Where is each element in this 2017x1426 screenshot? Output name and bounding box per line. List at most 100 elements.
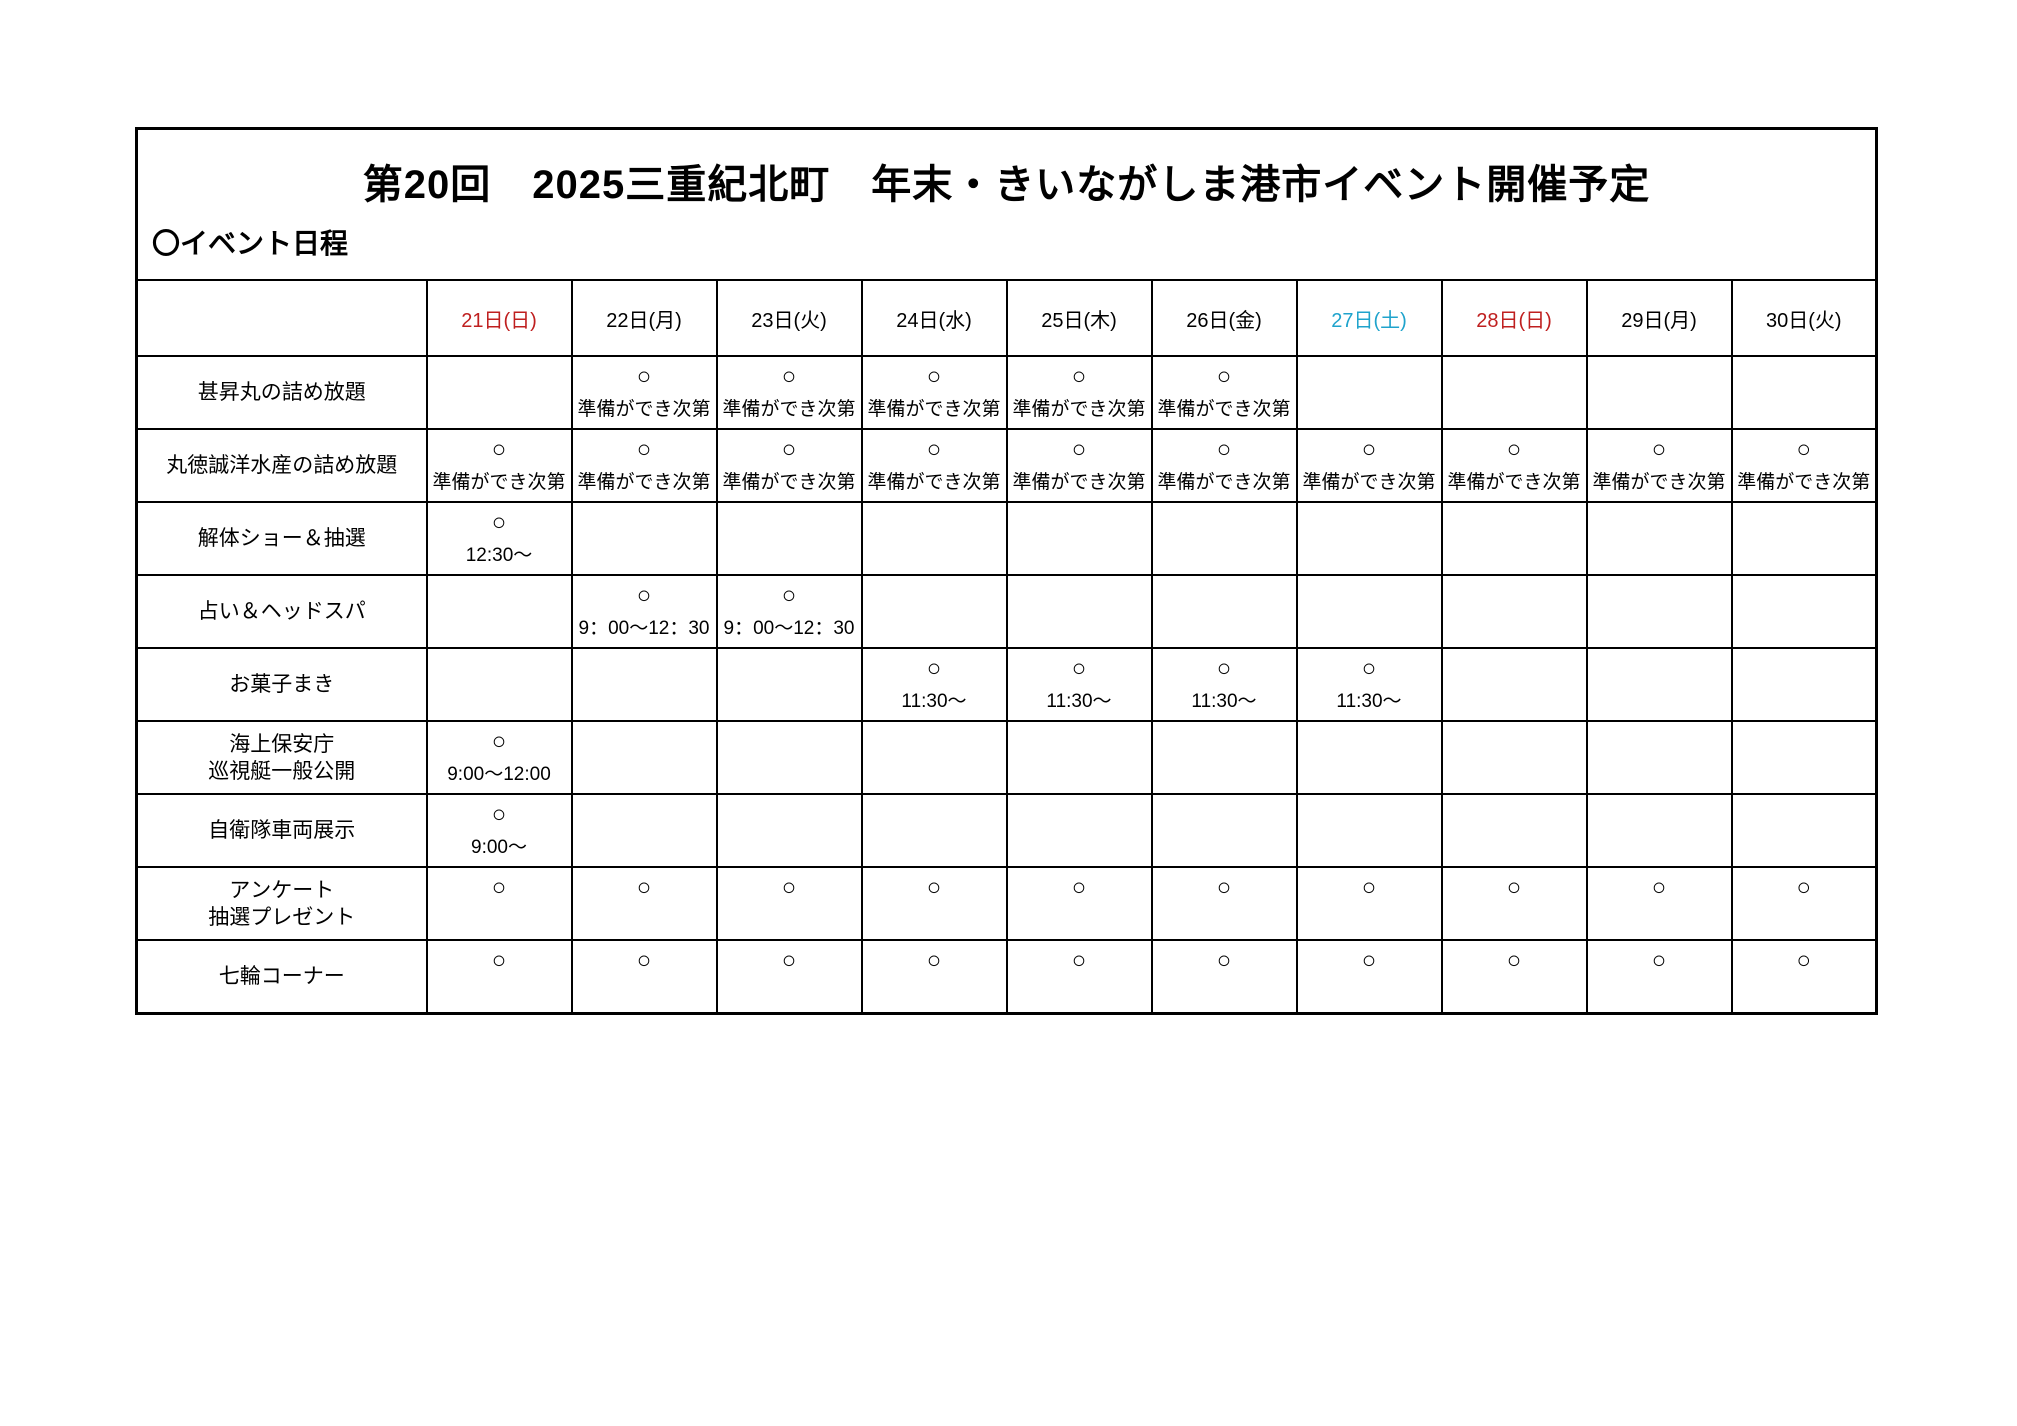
schedule-cell-r3-c2: ○ 9：00～12：30 — [715, 574, 863, 649]
circle-mark: ○ — [926, 947, 942, 974]
circle-mark: ○ — [491, 728, 507, 755]
schedule-cell-r8-c8: ○ — [1585, 939, 1733, 1015]
schedule-cell-r2-c4 — [1005, 501, 1153, 576]
event-label: 丸徳誠洋水産の詰め放題 — [135, 428, 428, 503]
cell-note: 準備ができ次第 — [1737, 472, 1871, 493]
circle-mark: ○ — [781, 582, 797, 609]
schedule-cell-r6-c7 — [1440, 793, 1588, 868]
circle-mark: ○ — [491, 947, 507, 974]
schedule-cell-r8-c1: ○ — [570, 939, 718, 1015]
date-header-24日(水): 24日(水) — [860, 279, 1008, 357]
schedule-cell-r4-c8 — [1585, 647, 1733, 722]
schedule-cell-r3-c8 — [1585, 574, 1733, 649]
schedule-cell-r8-c9: ○ — [1730, 939, 1878, 1015]
schedule-cell-r0-c3: ○ 準備ができ次第 — [860, 355, 1008, 430]
circle-mark: ○ — [1071, 436, 1087, 463]
cell-note: 11:30～ — [1046, 691, 1112, 712]
cell-note: 11:30～ — [1191, 691, 1257, 712]
schedule-cell-r3-c6 — [1295, 574, 1443, 649]
event-label: 甚昇丸の詰め放題 — [135, 355, 428, 430]
circle-mark: ○ — [1216, 363, 1232, 390]
schedule-cell-r7-c0: ○ — [425, 866, 573, 941]
schedule-cell-r8-c6: ○ — [1295, 939, 1443, 1015]
circle-mark: ○ — [926, 436, 942, 463]
schedule-cell-r2-c2 — [715, 501, 863, 576]
schedule-cell-r3-c9 — [1730, 574, 1878, 649]
cell-note: 11:30～ — [901, 691, 967, 712]
schedule-cell-r5-c3 — [860, 720, 1008, 795]
schedule-cell-r1-c5: ○ 準備ができ次第 — [1150, 428, 1298, 503]
date-header-21日(日): 21日(日) — [425, 279, 573, 357]
cell-note: 11:30～ — [1336, 691, 1402, 712]
cell-note: 準備ができ次第 — [1447, 472, 1581, 493]
schedule-cell-r5-c1 — [570, 720, 718, 795]
schedule-cell-r5-c6 — [1295, 720, 1443, 795]
schedule-cell-r8-c3: ○ — [860, 939, 1008, 1015]
event-row-4: お菓子まき ○ 11:30～ ○ 11:30～ ○ 11:30～ ○ 11:30～ — [135, 647, 1878, 722]
schedule-cell-r0-c5: ○ 準備ができ次第 — [1150, 355, 1298, 430]
schedule-cell-r1-c9: ○ 準備ができ次第 — [1730, 428, 1878, 503]
cell-note: 準備ができ次第 — [1302, 472, 1436, 493]
schedule-cell-r7-c6: ○ — [1295, 866, 1443, 941]
schedule-cell-r1-c7: ○ 準備ができ次第 — [1440, 428, 1588, 503]
schedule-cell-r7-c8: ○ — [1585, 866, 1733, 941]
corner-header-cell — [135, 279, 428, 357]
schedule-cell-r1-c8: ○ 準備ができ次第 — [1585, 428, 1733, 503]
date-header-26日(金): 26日(金) — [1150, 279, 1298, 357]
schedule-cell-r7-c1: ○ — [570, 866, 718, 941]
date-header-22日(月): 22日(月) — [570, 279, 718, 357]
cell-note: 準備ができ次第 — [867, 472, 1001, 493]
date-header-29日(月): 29日(月) — [1585, 279, 1733, 357]
circle-mark: ○ — [1071, 874, 1087, 901]
cell-note: 準備ができ次第 — [722, 472, 856, 493]
schedule-cell-r1-c1: ○ 準備ができ次第 — [570, 428, 718, 503]
schedule-cell-r0-c4: ○ 準備ができ次第 — [1005, 355, 1153, 430]
cell-note: 12:30～ — [465, 545, 533, 566]
schedule-cell-r4-c2 — [715, 647, 863, 722]
cell-note: 準備ができ次第 — [722, 399, 856, 420]
circle-mark: ○ — [781, 436, 797, 463]
schedule-cell-r0-c2: ○ 準備ができ次第 — [715, 355, 863, 430]
circle-mark: ○ — [1796, 947, 1812, 974]
schedule-cell-r5-c9 — [1730, 720, 1878, 795]
circle-mark: ○ — [636, 363, 652, 390]
schedule-cell-r8-c2: ○ — [715, 939, 863, 1015]
schedule-cell-r2-c9 — [1730, 501, 1878, 576]
cell-note: 準備ができ次第 — [1157, 399, 1291, 420]
schedule-cell-r4-c9 — [1730, 647, 1878, 722]
schedule-cell-r0-c0 — [425, 355, 573, 430]
cell-note: 9：00～12：30 — [723, 618, 855, 639]
circle-mark: ○ — [926, 363, 942, 390]
event-label: 解体ショー＆抽選 — [135, 501, 428, 576]
circle-mark: ○ — [636, 947, 652, 974]
schedule-cell-r5-c2 — [715, 720, 863, 795]
schedule-cell-r7-c7: ○ — [1440, 866, 1588, 941]
schedule-cell-r6-c3 — [860, 793, 1008, 868]
event-label: アンケート 抽選プレゼント — [135, 866, 428, 941]
circle-mark: ○ — [1071, 363, 1087, 390]
event-row-2: 解体ショー＆抽選 ○ 12:30～ — [135, 501, 1878, 576]
schedule-cell-r0-c7 — [1440, 355, 1588, 430]
schedule-cell-r6-c9 — [1730, 793, 1878, 868]
circle-mark: ○ — [1796, 436, 1812, 463]
schedule-cell-r2-c0: ○ 12:30～ — [425, 501, 573, 576]
circle-mark: ○ — [491, 801, 507, 828]
circle-mark: ○ — [1361, 947, 1377, 974]
event-row-8: 七輪コーナー ○ ○ ○ ○ ○ ○ ○ ○ ○ ○ — [135, 939, 1878, 1015]
circle-mark: ○ — [491, 509, 507, 536]
cell-note: 準備ができ次第 — [867, 399, 1001, 420]
circle-mark: ○ — [1361, 436, 1377, 463]
schedule-cell-r4-c4: ○ 11:30～ — [1005, 647, 1153, 722]
date-header-30日(火): 30日(火) — [1730, 279, 1878, 357]
schedule-cell-r4-c5: ○ 11:30～ — [1150, 647, 1298, 722]
schedule-cell-r8-c0: ○ — [425, 939, 573, 1015]
schedule-cell-r1-c3: ○ 準備ができ次第 — [860, 428, 1008, 503]
circle-mark: ○ — [491, 874, 507, 901]
date-header-row: 21日(日) 22日(月) 23日(火) 24日(水) 25日(木) 26日(金) 27日(… — [135, 279, 1878, 357]
schedule-cell-r7-c2: ○ — [715, 866, 863, 941]
schedule-cell-r6-c2 — [715, 793, 863, 868]
schedule-cell-r7-c9: ○ — [1730, 866, 1878, 941]
schedule-cell-r4-c6: ○ 11:30～ — [1295, 647, 1443, 722]
date-header-23日(火): 23日(火) — [715, 279, 863, 357]
circle-mark: ○ — [1216, 436, 1232, 463]
